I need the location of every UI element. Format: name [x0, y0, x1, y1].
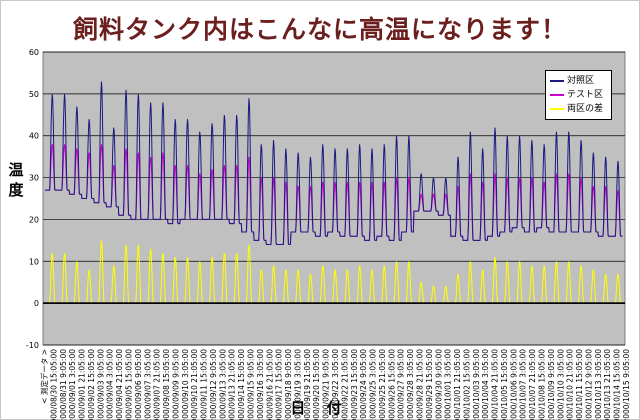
x-tick-label: 2000/09/24 9:05:00: [359, 349, 368, 420]
x-tick-label: 2000/09/07 21:05:00: [153, 349, 162, 420]
x-tick-label: 2000/09/10 21:05:00: [190, 349, 199, 420]
x-tick-label: 2000/09/21 9:05:00: [322, 349, 331, 420]
x-tick-label: 2000/10/13 3:05:00: [594, 349, 603, 420]
x-tick-label: 2000/10/01 3:05:00: [444, 349, 453, 420]
x-tick-label: 2000/09/25 3:05:00: [369, 349, 378, 420]
x-axis-label: 日 付: [290, 399, 350, 417]
x-tick-label: 2000/10/12 9:05:00: [584, 349, 593, 420]
x-tick-label: 2000/09/15 9:05:00: [247, 349, 256, 420]
x-tick-label: 2000/09/11 15:05:00: [200, 349, 209, 420]
legend-item: テスト区: [550, 88, 610, 102]
x-tick-label: 2000/09/29 15:05:00: [425, 349, 434, 420]
x-tick-label: 2000/10/02 15:05:00: [462, 349, 471, 420]
legend-item: 対照区: [550, 74, 610, 88]
legend-label: テスト区: [567, 90, 604, 100]
x-tick-label: 2000/09/02 15:05:00: [87, 349, 96, 420]
x-tick-label: 2000/09/30 9:05:00: [434, 349, 443, 420]
x-tick-label: 2000/10/06 9:05:00: [509, 349, 518, 420]
x-tick-label: < 測定データ >: [39, 349, 49, 404]
y-axis-label-char: 温: [8, 161, 24, 179]
chart-title: 飼料タンク内はこんなに高温になります！: [72, 15, 567, 44]
x-tick-label: 2000/09/13 21:05:00: [228, 349, 237, 420]
x-tick-label: 2000/10/04 3:05:00: [481, 349, 490, 420]
x-tick-label: 2000/10/08 15:05:00: [538, 349, 547, 420]
x-tick-label: 2000/10/09 9:05:00: [547, 349, 556, 420]
y-tick-label: 40: [29, 132, 39, 141]
x-tick-label: 2000/09/19 21:05:00: [303, 349, 312, 420]
series-line-control: [45, 81, 623, 245]
x-tick-label: 2000/09/18 9:05:00: [284, 349, 293, 420]
x-tick-label: 2000/09/25 21:05:00: [378, 349, 387, 420]
x-tick-label: 2000/09/08 15:05:00: [162, 349, 171, 420]
x-tick-label: 2000/08/31 9:05:00: [59, 349, 68, 420]
x-tick-label: 2000/09/19 3:05:00: [293, 349, 302, 420]
x-tick-label: 2000/10/07 21:05:00: [528, 349, 537, 420]
x-tick-label: 2000/09/17 15:05:00: [275, 349, 284, 420]
y-axis-label: 温度: [6, 160, 26, 200]
legend-label: 対照区: [567, 76, 595, 86]
x-tick-label: 2000/09/26 15:05:00: [387, 349, 396, 420]
y-tick-label: -10: [26, 341, 39, 350]
x-tick-label: 2000/09/14 15:05:00: [237, 349, 246, 420]
x-tick-label: 2000/10/11 15:05:00: [575, 349, 584, 420]
legend-label: 両区の差: [567, 104, 604, 114]
x-tick-label: 2000/09/01 21:05:00: [78, 349, 87, 420]
x-tick-label: 2000/09/03 9:05:00: [96, 349, 105, 420]
x-tick-label: 2000/09/23 15:05:00: [350, 349, 359, 420]
y-tick-label: 50: [29, 90, 39, 99]
legend: 対照区 テスト区 両区の差: [545, 70, 612, 120]
x-tick-label: 2000/09/28 3:05:00: [406, 349, 415, 420]
x-tick-label: 2000/10/10 3:05:00: [556, 349, 565, 420]
y-tick-label: 60: [29, 48, 39, 57]
x-tick-label: 2000/09/10 3:05:00: [181, 349, 190, 420]
x-tick-label: 2000/10/05 15:05:00: [500, 349, 509, 420]
x-tick-label: 2000/09/16 3:05:00: [256, 349, 265, 420]
x-tick-label: 2000/09/22 3:05:00: [331, 349, 340, 420]
x-tick-label: 2000/10/01 21:05:00: [453, 349, 462, 420]
x-tick-label: 2000/09/16 21:05:00: [265, 349, 274, 420]
x-tick-label: 2000/09/06 9:05:00: [134, 349, 143, 420]
x-tick-label: 2000/10/03 9:05:00: [472, 349, 481, 420]
x-tick-label: 2000/10/07 3:05:00: [519, 349, 528, 420]
x-tick-label: 2000/09/20 15:05:00: [312, 349, 321, 420]
x-tick-label: 2000/09/07 3:05:00: [143, 349, 152, 420]
x-tick-label: 2000/10/13 21:05:00: [603, 349, 612, 420]
y-tick-label: 0: [34, 299, 39, 308]
legend-item: 両区の差: [550, 102, 610, 116]
x-tick-label: 2000/10/04 21:05:00: [491, 349, 500, 420]
x-tick-label: 2000/09/27 9:05:00: [397, 349, 406, 420]
y-tick-label: 30: [29, 174, 39, 183]
x-tick-label: 2000/09/05 15:05:00: [124, 349, 133, 420]
x-tick-label: 2000/09/13 3:05:00: [218, 349, 227, 420]
x-tick-label: 2000/10/10 21:05:00: [566, 349, 575, 420]
x-tick-label: 2000/09/28 21:05:00: [415, 349, 424, 420]
y-tick-label: 20: [29, 215, 39, 224]
y-axis-label-char: 度: [8, 181, 24, 199]
x-tick-label: 2000/09/04 3:05:00: [106, 349, 115, 420]
legend-swatch: [550, 108, 564, 110]
x-tick-label: 2000/09/12 9:05:00: [209, 349, 218, 420]
x-tick-label: 2000/08/30 15:05:00: [49, 349, 58, 420]
x-tick-label: 2000/09/09 9:05:00: [171, 349, 180, 420]
legend-swatch: [550, 94, 564, 96]
x-tick-label: 2000/10/14 15:05:00: [613, 349, 622, 420]
x-tick-label: 2000/09/04 21:05:00: [115, 349, 124, 420]
x-tick-label: 2000/10/15 9:05:00: [622, 349, 631, 420]
x-tick-label: 2000/09/22 21:05:00: [340, 349, 349, 420]
x-tick-label: 2000/09/01 3:05:00: [68, 349, 77, 420]
legend-swatch: [550, 80, 564, 82]
y-tick-label: 10: [29, 257, 39, 266]
